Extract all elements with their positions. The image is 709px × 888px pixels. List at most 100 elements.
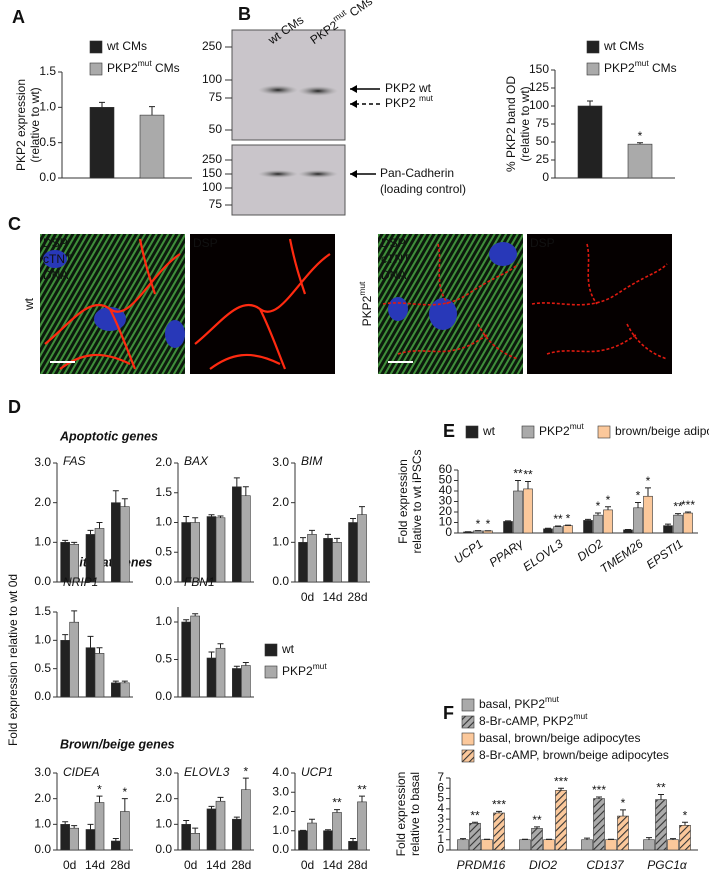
legend-swatch: [521, 425, 535, 439]
bar: [332, 542, 342, 583]
legend-swatch: [465, 425, 479, 439]
y-tick-label: 1.0: [34, 535, 51, 549]
bar: [519, 839, 531, 851]
error-bar: [645, 487, 651, 497]
micrographs: wt PKP2mut: [22, 234, 672, 374]
error-bar: [87, 823, 94, 830]
legend-swatch: [89, 40, 103, 54]
y-axis-label: Fold expression: [396, 459, 410, 544]
error-bar: [217, 515, 224, 518]
y-axis-label: Fold expression relative to wt 0d: [6, 574, 20, 746]
y-tick-label: 6: [437, 780, 444, 794]
error-bar: [620, 809, 626, 817]
bar: [94, 528, 105, 583]
y-tick-label: 75: [536, 116, 550, 130]
legend-swatch: [461, 698, 475, 712]
y-tick-label: 2.0: [155, 791, 172, 805]
bar: [215, 647, 226, 698]
y-tick-label: 2.0: [34, 495, 51, 509]
significance: ***: [681, 498, 695, 512]
y-tick-label: 1.5: [155, 485, 172, 499]
bar: [683, 512, 693, 534]
y-tick-label: 0.0: [155, 842, 172, 856]
x-tick-label: TMEM26: [598, 536, 646, 576]
bar: [307, 534, 317, 583]
bar: [663, 525, 673, 534]
panel-label: B: [238, 4, 251, 24]
bar: [513, 490, 523, 534]
error-bar: [534, 826, 540, 829]
significance: **: [332, 796, 342, 810]
error-bar: [71, 825, 78, 829]
bar: [111, 502, 121, 583]
channel-label: DNA: [381, 268, 406, 282]
y-tick-label: 3.0: [155, 765, 172, 779]
bar: [563, 525, 573, 534]
significance: *: [566, 511, 571, 525]
x-tick-label: UCP1: [451, 537, 485, 567]
y-tick-label: 0.0: [39, 170, 56, 184]
panel-label: D: [8, 397, 21, 417]
condition-label: PKP2mut: [357, 281, 374, 326]
bar: [483, 530, 493, 534]
bar: [577, 105, 603, 179]
error-bar: [605, 506, 611, 510]
error-bar: [665, 523, 671, 526]
bar: [215, 800, 226, 851]
error-bar: [62, 821, 69, 825]
error-bar: [233, 665, 240, 669]
bar: [181, 621, 191, 698]
bar: [523, 488, 533, 534]
error-bar: [646, 837, 652, 840]
y-tick-label: 0: [445, 525, 452, 539]
y-tick-label: 0.5: [155, 652, 172, 666]
y-tick-label: 100: [529, 98, 549, 112]
x-tick-label: 28d: [347, 590, 367, 604]
y-tick-label: 40: [439, 483, 453, 497]
y-tick-label: 3: [437, 811, 444, 825]
bar: [69, 827, 79, 851]
bar: [617, 815, 629, 851]
y-axis-label: % PKP2 band OD: [504, 76, 518, 172]
error-bar: [87, 529, 94, 535]
error-bar: [685, 511, 691, 514]
channel-label: DSP: [193, 236, 218, 250]
y-tick-label: 0.0: [34, 842, 51, 856]
channel-label: DSP: [530, 236, 555, 250]
y-tick-label: 1.0: [155, 515, 172, 529]
error-bar: [242, 486, 249, 496]
bar: [120, 506, 130, 583]
error-bar: [460, 838, 466, 840]
bar: [215, 517, 226, 583]
significance: **: [513, 467, 523, 481]
legend-label: wt CMs: [603, 39, 644, 53]
bar: [89, 107, 115, 179]
bar: [553, 526, 563, 534]
y-tick-label: 125: [529, 80, 549, 94]
legend-label: brown/beige adipocytes: [615, 424, 709, 438]
marker-label: 100: [202, 180, 222, 194]
y-axis-label: Fold expression: [394, 772, 408, 857]
significance: ***: [554, 774, 568, 788]
y-tick-label: 0.0: [272, 574, 289, 588]
legend-swatch: [461, 732, 475, 746]
blot-lower: [231, 144, 346, 216]
y-tick-label: 1.0: [39, 100, 56, 114]
bar: [623, 529, 633, 534]
y-tick-label: 10: [439, 515, 453, 529]
blot-upper: [231, 29, 346, 141]
legend-label: basal, PKP2mut: [479, 694, 560, 711]
x-tick-label: 28d: [231, 858, 251, 872]
bar: [190, 522, 200, 583]
legend-label: PKP2mut CMs: [604, 58, 677, 75]
error-bar: [350, 837, 356, 842]
y-tick-label: 1.0: [34, 817, 51, 831]
significance: *: [636, 489, 641, 503]
y-tick-label: 0.0: [272, 842, 289, 856]
error-bar: [71, 541, 78, 545]
error-bar: [96, 522, 103, 529]
band-label: Pan-Cadherin: [380, 166, 454, 180]
y-tick-label: 2.0: [272, 495, 289, 509]
bar: [111, 840, 121, 851]
error-bar: [192, 613, 199, 616]
